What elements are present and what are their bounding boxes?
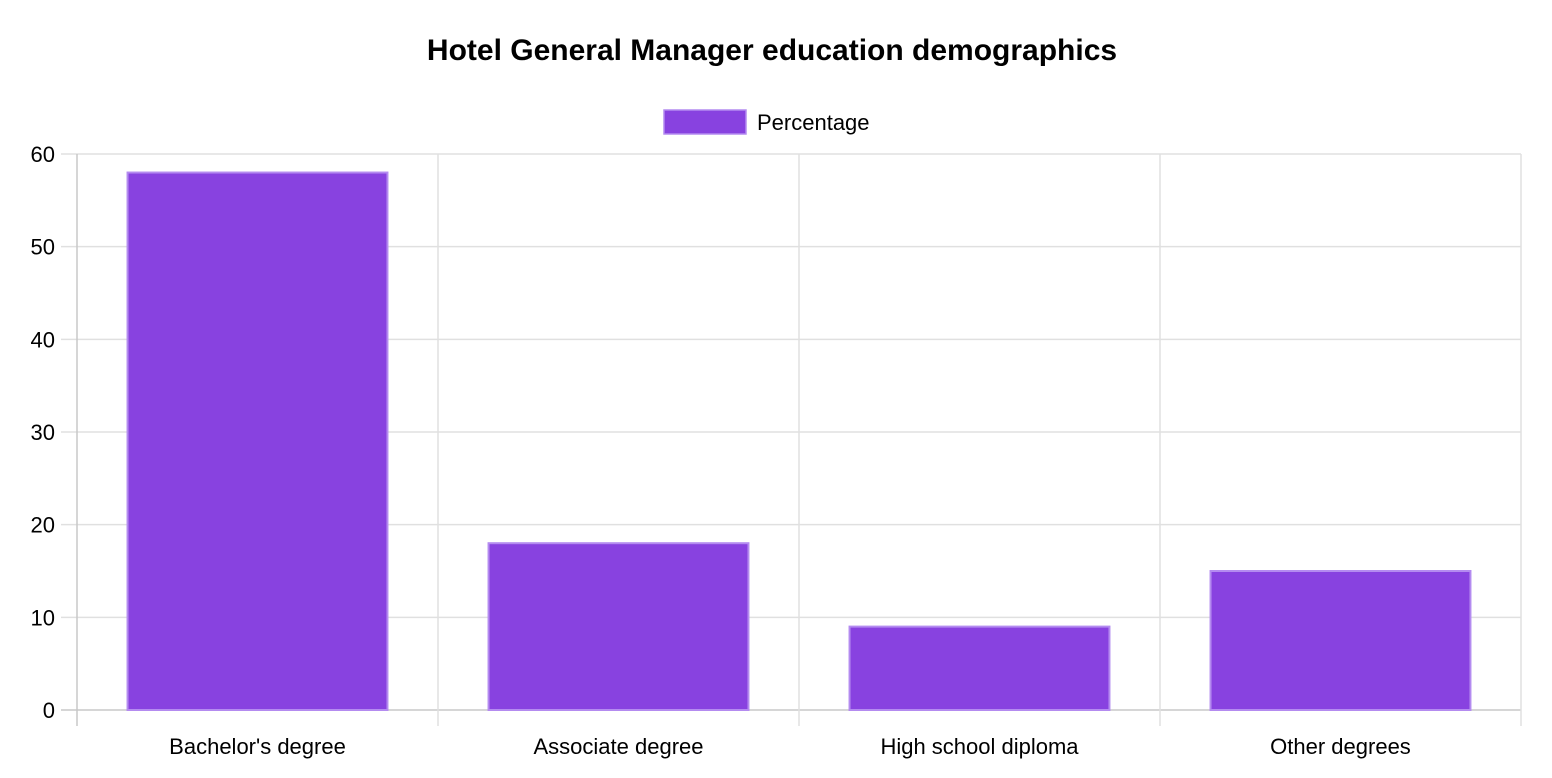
bar-2[interactable] — [848, 625, 1111, 711]
bar-1[interactable] — [487, 542, 750, 712]
x-tick-label: High school diploma — [880, 734, 1079, 759]
y-axis-ticks: 0 10 20 30 40 50 60 — [31, 142, 55, 723]
x-axis-ticks: Bachelor's degree Associate degree High sc… — [169, 734, 1411, 759]
x-tick-label: Bachelor's degree — [169, 734, 346, 759]
bar-3[interactable] — [1209, 570, 1472, 711]
legend-label[interactable]: Percentage — [757, 110, 870, 135]
legend-swatch[interactable] — [663, 109, 747, 135]
y-tick-label: 10 — [31, 605, 55, 630]
legend[interactable]: Percentage — [663, 109, 870, 135]
y-tick-label: 20 — [31, 513, 55, 538]
chart-title: Hotel General Manager education demograp… — [427, 34, 1117, 67]
bar-0[interactable] — [126, 171, 389, 712]
x-tick-label: Associate degree — [534, 734, 704, 759]
y-tick-label: 40 — [31, 327, 55, 352]
x-tick-label: Other degrees — [1270, 734, 1411, 759]
y-tick-label: 50 — [31, 235, 55, 260]
y-tick-label: 30 — [31, 420, 55, 445]
y-tick-label: 0 — [43, 698, 55, 723]
y-tick-label: 60 — [31, 142, 55, 167]
bars — [126, 171, 1472, 712]
